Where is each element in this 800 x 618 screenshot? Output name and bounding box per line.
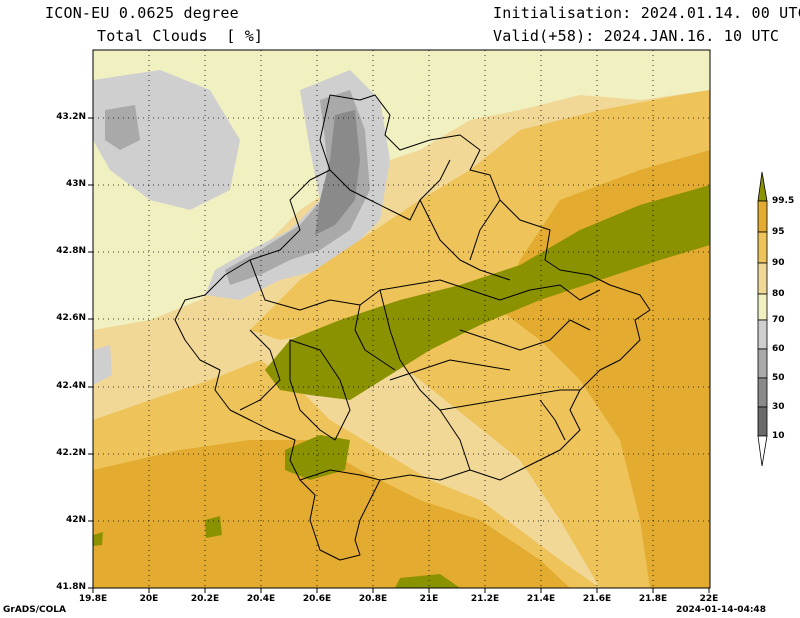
- colorbar-50: [757, 348, 768, 379]
- colorbar-label: 95: [772, 227, 785, 237]
- field-olive-spot-3: [93, 532, 103, 546]
- colorbar-label: 80: [772, 289, 785, 299]
- colorbar-label: 90: [772, 258, 785, 268]
- colorbar-label: 70: [772, 315, 785, 325]
- colorbar-label: 99.5: [772, 196, 795, 206]
- lon-tick: 20.6E: [302, 594, 332, 604]
- lat-tick: 41.8N: [56, 582, 86, 592]
- lon-tick: 20.4E: [246, 594, 276, 604]
- colorbar-70: [757, 293, 768, 321]
- lon-tick: 20.2E: [190, 594, 220, 604]
- field-olive-spot-1: [205, 516, 222, 538]
- colorbar-95: [757, 200, 768, 233]
- axis-ticks: [88, 117, 710, 593]
- init-time: Initialisation: 2024.01.14. 00 UTC: [493, 4, 800, 22]
- field-olive-south: [285, 435, 350, 480]
- colorbar: [757, 171, 768, 467]
- colorbar-80: [757, 262, 768, 295]
- lon-tick: 21E: [419, 594, 439, 604]
- lon-tick: 22E: [699, 594, 719, 604]
- lon-tick: 20.8E: [358, 594, 388, 604]
- lon-tick: 21.2E: [470, 594, 500, 604]
- lon-tick: 20E: [139, 594, 159, 604]
- lat-tick: 42.2N: [56, 448, 86, 458]
- colorbar-30: [757, 377, 768, 408]
- colorbar-label: 50: [772, 373, 785, 383]
- field-light-north: [380, 50, 710, 120]
- colorbar-label: 60: [772, 344, 785, 354]
- field-orange-deep: [93, 440, 570, 588]
- lat-tick: 42N: [65, 515, 86, 525]
- lat-tick: 43N: [65, 179, 86, 189]
- colorbar-90: [757, 231, 768, 264]
- credit: GrADS/COLA: [3, 605, 66, 615]
- field-grey-6: [93, 345, 112, 385]
- colorbar-label: 30: [772, 402, 785, 412]
- lon-tick: 21.4E: [526, 594, 556, 604]
- field-olive-band: [265, 185, 710, 400]
- variable-title: Total Clouds [ %]: [97, 27, 264, 45]
- field-grey-1: [93, 70, 240, 210]
- valid-time: Valid(+58): 2024.JAN.16. 10 UTC: [493, 27, 780, 45]
- model-title: ICON-EU 0.0625 degree: [45, 4, 239, 22]
- field-grey-5: [105, 105, 140, 150]
- field-grey-4: [315, 110, 360, 235]
- field-olive-spot-2: [395, 574, 460, 588]
- lon-tick: 19.8E: [78, 594, 108, 604]
- timestamp: 2024-01-14-04:48: [676, 605, 766, 615]
- lat-tick: 42.6N: [56, 313, 86, 323]
- lat-tick: 43.2N: [56, 112, 86, 122]
- colorbar-bottom-arrow: [757, 435, 768, 467]
- admin-borders: [174, 94, 651, 561]
- lon-tick: 21.8E: [638, 594, 668, 604]
- colorbar-60: [757, 319, 768, 350]
- colorbar-top-arrow: [757, 171, 768, 202]
- colorbar-label: 10: [772, 431, 785, 441]
- lon-tick: 21.6E: [582, 594, 612, 604]
- lat-tick: 42.8N: [56, 246, 86, 256]
- lat-tick: 42.4N: [56, 381, 86, 391]
- colorbar-10: [757, 406, 768, 437]
